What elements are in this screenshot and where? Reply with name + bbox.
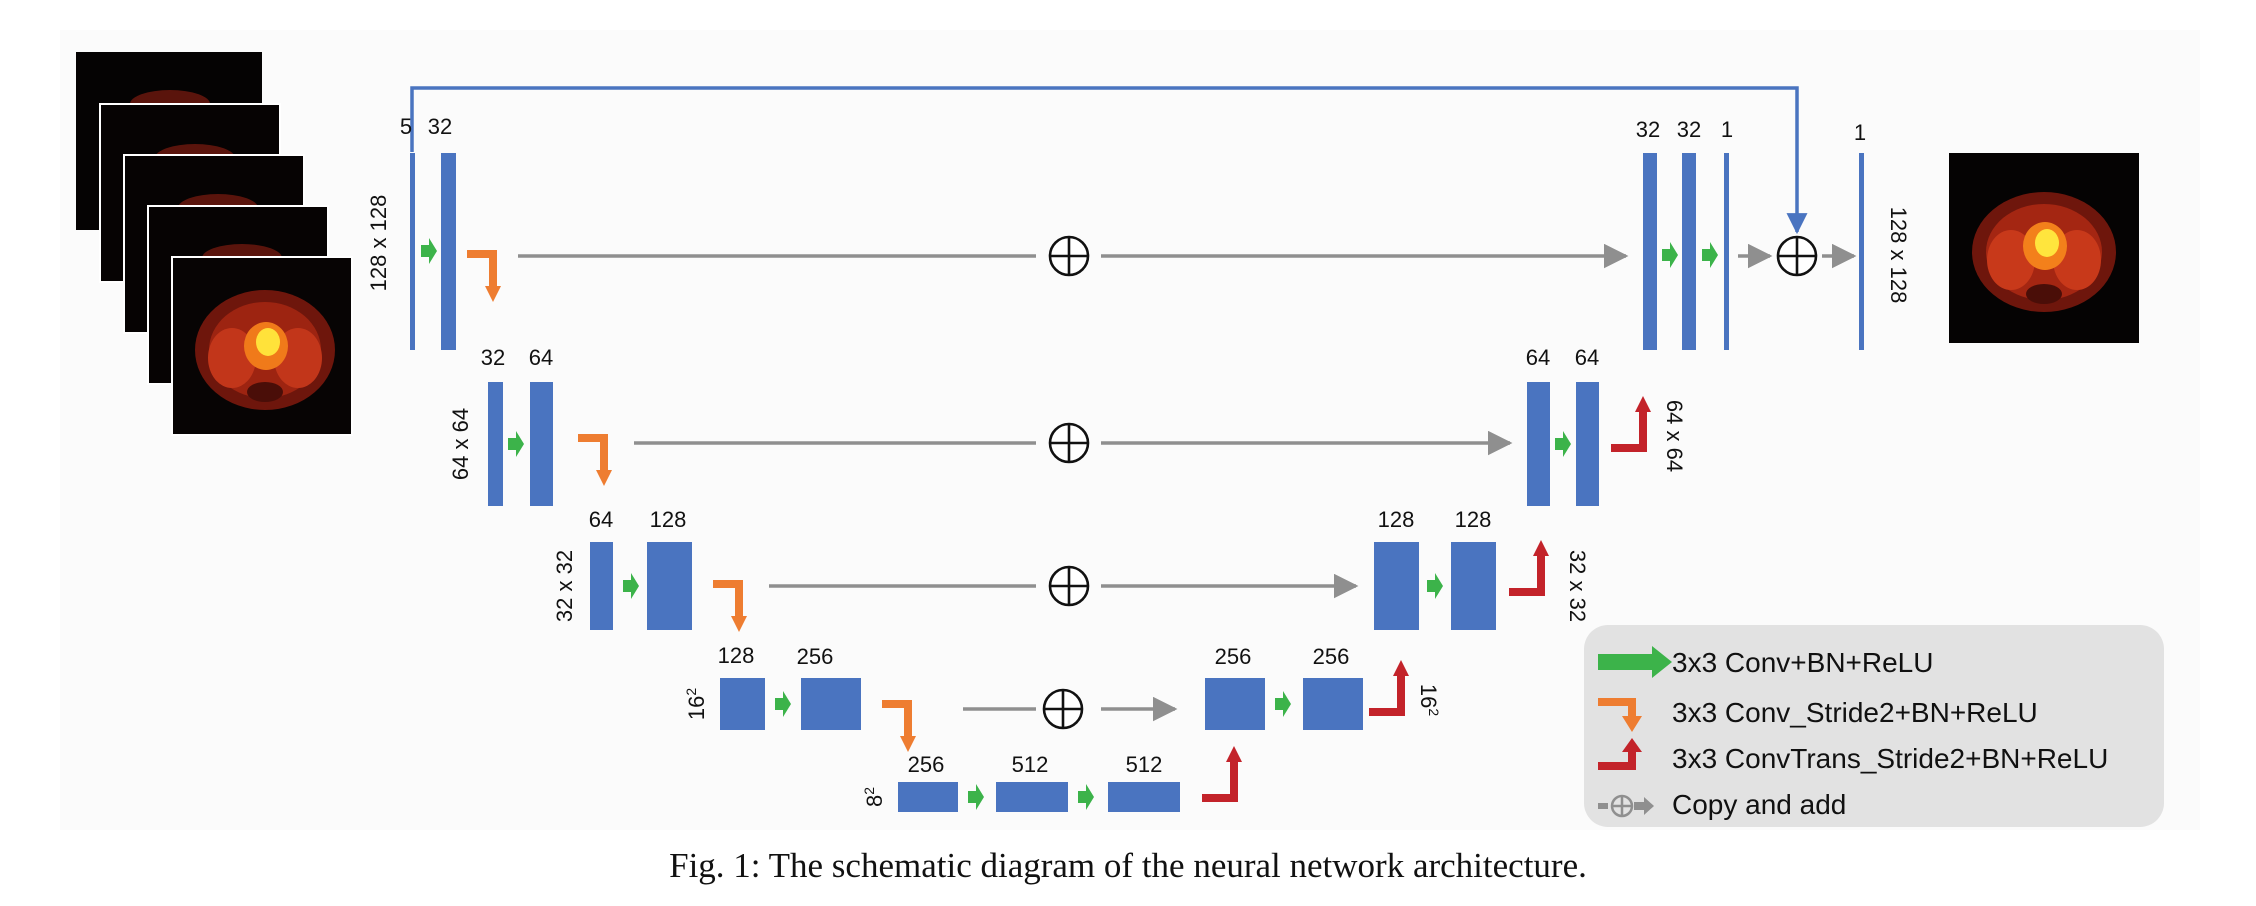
channel-label: 128 (650, 507, 687, 532)
enc3-block-b (647, 542, 692, 630)
enc4-block-b (801, 678, 861, 730)
spatial-size-label: 32 x 32 (1565, 550, 1590, 622)
add-icon (1048, 422, 1090, 464)
channel-label: 128 (1378, 507, 1415, 532)
channel-label: 64 (1526, 345, 1550, 370)
channel-label: 32 (481, 345, 505, 370)
figure-caption: Fig. 1: The schematic diagram of the neu… (669, 846, 1587, 885)
input-pet-slice (195, 290, 335, 410)
level-2: 32 64 64 64 64 x 64 64 x 64 (448, 345, 1687, 506)
channel-label: 32 (1636, 117, 1660, 142)
channel-label: 256 (797, 644, 834, 669)
level-5-bottleneck: 256 512 512 82 (861, 746, 1242, 812)
legend: 3x3 Conv+BN+ReLU 3x3 Conv_Stride2+BN+ReL… (1584, 625, 2164, 827)
channel-label: 256 (908, 752, 945, 777)
channel-label: 128 (718, 643, 755, 668)
dec2-block-b (1576, 382, 1599, 506)
enc1-block (441, 153, 456, 350)
spatial-size-label: 64 x 64 (1662, 400, 1687, 472)
legend-label: 3x3 Conv+BN+ReLU (1672, 647, 1933, 678)
bottleneck-block-b (996, 782, 1068, 812)
level-3: 64 128 128 128 32 x 32 32 x 32 (552, 507, 1590, 632)
add-icon (1042, 688, 1084, 730)
orange-down-arrow-icon (1598, 698, 1642, 732)
add-icon (1776, 235, 1818, 277)
add-icon (1048, 565, 1090, 607)
spatial-size-label: 128 x 128 (1886, 207, 1911, 304)
input-block (410, 153, 415, 350)
level-4: 128 256 256 256 162 162 (683, 643, 1442, 752)
final-output-block (1859, 153, 1864, 350)
legend-box (1584, 625, 2164, 827)
bottleneck-block-a (898, 782, 958, 812)
red-up-arrow-icon (1598, 738, 1642, 770)
dec1-output-block (1724, 153, 1729, 350)
channel-label: 512 (1012, 752, 1049, 777)
channel-label: 1 (1854, 120, 1866, 145)
channel-label: 32 (1677, 117, 1701, 142)
legend-label: 3x3 ConvTrans_Stride2+BN+ReLU (1672, 743, 2108, 774)
spatial-size-label: 128 x 128 (366, 195, 391, 292)
dec2-block-a (1527, 382, 1550, 506)
add-icon (1048, 235, 1090, 277)
channel-label: 256 (1215, 644, 1252, 669)
channel-label: 256 (1313, 644, 1350, 669)
channel-label: 64 (529, 345, 553, 370)
enc4-block-a (720, 678, 765, 730)
green-arrow-icon (1598, 646, 1672, 678)
enc3-block-a (590, 542, 613, 630)
input-image-stack (76, 52, 353, 436)
channel-label: 512 (1126, 752, 1163, 777)
copy-add-icon (1598, 794, 1654, 818)
enc2-block-a (488, 382, 503, 506)
spatial-size-label: 162 (683, 688, 709, 720)
legend-label: 3x3 Conv_Stride2+BN+ReLU (1672, 697, 2038, 728)
bottleneck-block-c (1108, 782, 1180, 812)
channel-label: 64 (1575, 345, 1599, 370)
spatial-size-label: 162 (1416, 684, 1442, 716)
spatial-size-label: 82 (861, 787, 887, 807)
channel-label: 32 (428, 114, 452, 139)
channel-label: 64 (589, 507, 613, 532)
channel-label: 1 (1721, 117, 1733, 142)
legend-label: Copy and add (1672, 789, 1846, 820)
channel-label: 5 (400, 114, 412, 139)
level-1: 5 32 32 32 1 1 128 x 128 128 x 128 (366, 114, 1911, 350)
spatial-size-label: 64 x 64 (448, 408, 473, 480)
output-image (1949, 153, 2139, 343)
dec3-block-b (1451, 542, 1496, 630)
dec1-block-b (1682, 153, 1696, 350)
dec4-block-a (1205, 678, 1265, 730)
dec1-block-a (1643, 153, 1657, 350)
enc2-block-b (530, 382, 553, 506)
spatial-size-label: 32 x 32 (552, 550, 577, 622)
dec3-block-a (1374, 542, 1419, 630)
global-residual-connection (410, 86, 1808, 235)
channel-label: 128 (1455, 507, 1492, 532)
dec4-block-b (1303, 678, 1363, 730)
